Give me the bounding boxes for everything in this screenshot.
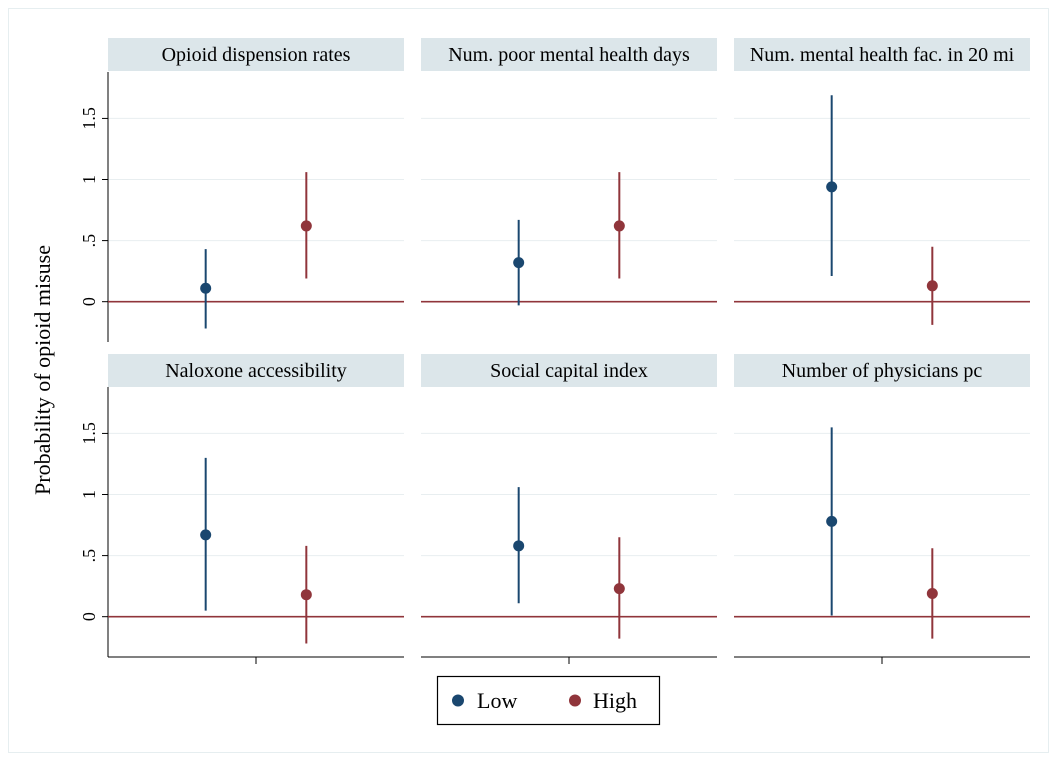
panel-5: Social capital index: [421, 354, 717, 664]
panel-title: Naloxone accessibility: [165, 360, 347, 382]
panel-2: Num. poor mental health days: [421, 38, 717, 306]
legend-marker-low: [452, 694, 464, 707]
panel-4: Naloxone accessibility 0 .5 1 1.5: [79, 354, 404, 664]
point-high: [926, 280, 938, 292]
point-low: [513, 257, 525, 269]
panel-title: Number of physicians pc: [782, 360, 983, 382]
y-tick-label: 1.5: [79, 422, 99, 445]
panel-title-strip: [421, 38, 717, 71]
y-tick-label: 1.5: [79, 107, 99, 130]
legend: Low High: [436, 675, 661, 726]
point-high: [926, 587, 938, 599]
y-tick-label: 0: [79, 612, 99, 621]
panel-title: Social capital index: [490, 360, 648, 382]
panel-1: Opioid dispension rates 0 .5 1 1.5: [79, 38, 404, 342]
legend-box: [436, 675, 661, 726]
panel-title: Num. mental health fac. in 20 mi: [750, 44, 1015, 66]
legend-label-high: High: [593, 688, 637, 713]
point-low: [826, 515, 838, 527]
point-high: [300, 589, 312, 601]
point-low: [826, 181, 838, 193]
y-tick-label: .5: [79, 234, 99, 248]
panel-title-strip: [734, 38, 1030, 71]
y-tick-label: 1: [79, 490, 99, 499]
y-tick-label: .5: [79, 549, 99, 563]
point-low: [513, 540, 525, 552]
panel-title: Opioid dispension rates: [162, 44, 351, 66]
point-high: [613, 220, 625, 232]
y-axis-title: Probability of opioid misuse: [30, 245, 55, 495]
point-low: [200, 529, 212, 541]
panel-3: Num. mental health fac. in 20 mi: [734, 38, 1030, 325]
legend-label-low: Low: [477, 688, 517, 713]
point-high: [613, 583, 625, 595]
panel-title: Num. poor mental health days: [448, 44, 690, 66]
y-tick-label: 0: [79, 297, 99, 306]
point-high: [300, 220, 312, 232]
y-tick-label: 1: [79, 175, 99, 184]
panel-title-strip: [421, 354, 717, 387]
panel-6: Number of physicians pc: [734, 354, 1030, 664]
panel-title-strip: [108, 354, 404, 387]
panel-title-strip: [734, 354, 1030, 387]
legend-marker-high: [569, 694, 581, 707]
point-low: [200, 282, 212, 294]
panel-title-strip: [108, 38, 404, 71]
